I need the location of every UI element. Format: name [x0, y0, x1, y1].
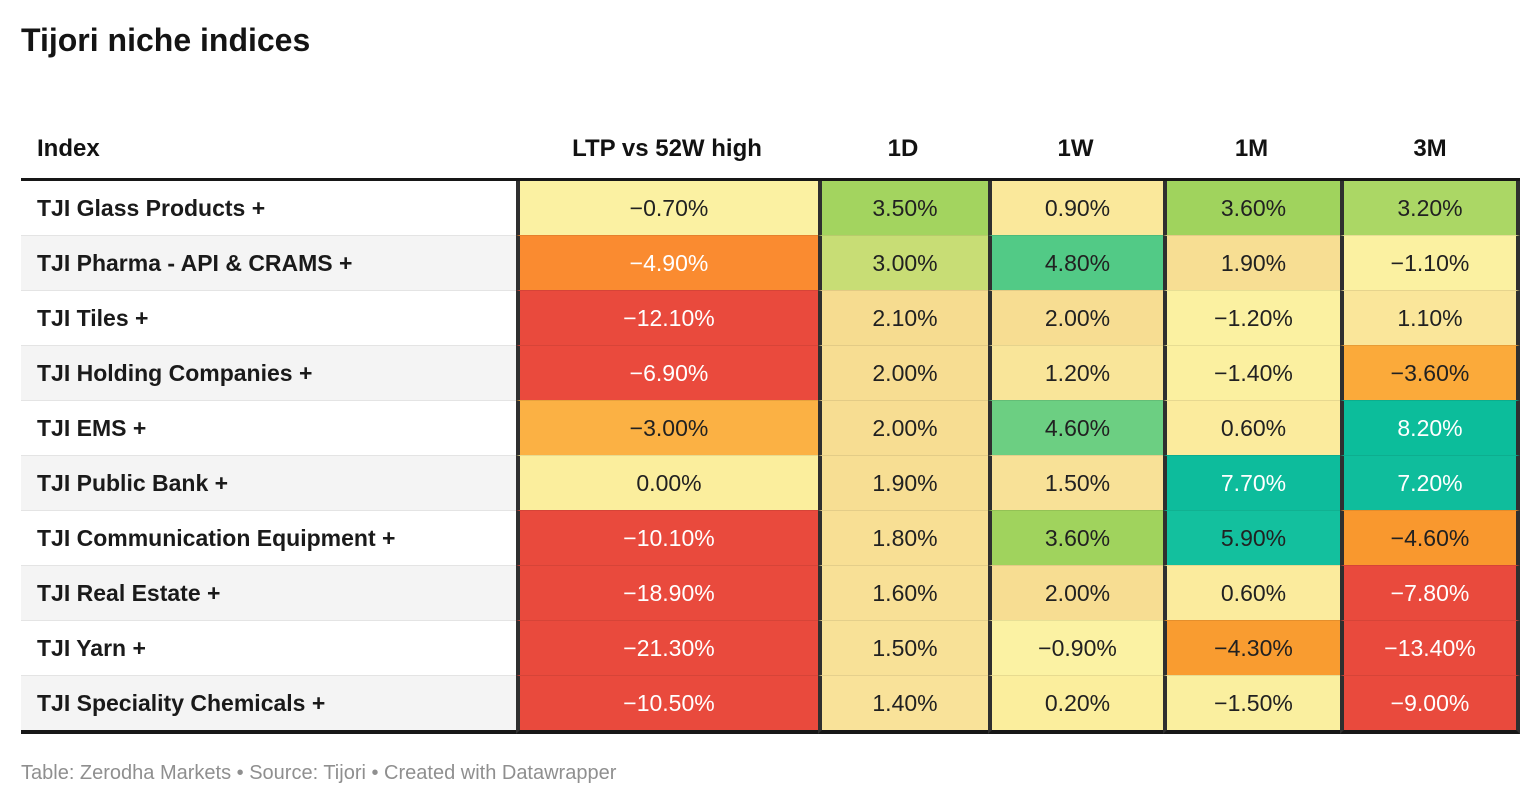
value-cell: −0.70%	[516, 181, 818, 235]
table-header: Index LTP vs 52W high 1D 1W 1M 3M	[21, 120, 1520, 181]
value-cell: −7.80%	[1340, 565, 1520, 620]
value-cell: 4.60%	[988, 400, 1163, 455]
value-cell: 2.00%	[988, 290, 1163, 345]
value-cell: 3.20%	[1340, 181, 1520, 235]
value-cell: 2.10%	[818, 290, 988, 345]
row-label: TJI Pharma - API & CRAMS +	[21, 235, 516, 290]
value-cell: −1.40%	[1163, 345, 1340, 400]
value-cell: 3.00%	[818, 235, 988, 290]
row-label: TJI Real Estate +	[21, 565, 516, 620]
attribution-line: Table: Zerodha Markets • Source: Tijori …	[21, 762, 617, 784]
value-cell: −12.10%	[516, 290, 818, 345]
value-cell: −1.20%	[1163, 290, 1340, 345]
value-cell: 1.90%	[1163, 235, 1340, 290]
value-cell: −4.90%	[516, 235, 818, 290]
header-row: Index LTP vs 52W high 1D 1W 1M 3M	[21, 120, 1520, 181]
row-label: TJI Holding Companies +	[21, 345, 516, 400]
value-cell: −3.60%	[1340, 345, 1520, 400]
value-cell: −9.00%	[1340, 675, 1520, 734]
value-cell: 1.40%	[818, 675, 988, 734]
value-cell: 1.50%	[988, 455, 1163, 510]
value-cell: 2.00%	[818, 400, 988, 455]
value-cell: 0.90%	[988, 181, 1163, 235]
value-cell: −10.10%	[516, 510, 818, 565]
indices-table: Index LTP vs 52W high 1D 1W 1M 3M TJI Gl…	[21, 120, 1520, 734]
table-row: TJI Communication Equipment + −10.10% 1.80…	[21, 510, 1520, 565]
value-cell: 0.20%	[988, 675, 1163, 734]
value-cell: −18.90%	[516, 565, 818, 620]
value-cell: −1.50%	[1163, 675, 1340, 734]
value-cell: −4.30%	[1163, 620, 1340, 675]
value-cell: 2.00%	[988, 565, 1163, 620]
column-header-1m: 1M	[1163, 120, 1340, 181]
table-row: TJI EMS + −3.00% 2.00% 4.60% 0.60% 8.20%	[21, 400, 1520, 455]
column-header-index: Index	[21, 120, 516, 181]
value-cell: 4.80%	[988, 235, 1163, 290]
value-cell: 3.50%	[818, 181, 988, 235]
table-row: TJI Real Estate + −18.90% 1.60% 2.00% 0.60% −…	[21, 565, 1520, 620]
row-label: TJI Public Bank +	[21, 455, 516, 510]
value-cell: 1.10%	[1340, 290, 1520, 345]
column-header-3m: 3M	[1340, 120, 1520, 181]
table-body: TJI Glass Products + −0.70% 3.50% 0.90% 3.60…	[21, 181, 1520, 734]
table-row: TJI Yarn + −21.30% 1.50% −0.90% −4.30% −13.40…	[21, 620, 1520, 675]
table-row: TJI Pharma - API & CRAMS + −4.90% 3.00% 4.8…	[21, 235, 1520, 290]
table-row: TJI Public Bank +0.00% 1.90% 1.50% 7.70% 7.2…	[21, 455, 1520, 510]
value-cell: 8.20%	[1340, 400, 1520, 455]
value-cell: 1.60%	[818, 565, 988, 620]
column-header-ltp-vs-52w-high: LTP vs 52W high	[516, 120, 818, 181]
table-row: TJI Tiles + −12.10% 2.10% 2.00% −1.20% 1.10%	[21, 290, 1520, 345]
value-cell: 1.50%	[818, 620, 988, 675]
chart-title: Tijori niche indices	[21, 22, 311, 58]
column-header-1d: 1D	[818, 120, 988, 181]
value-cell: −4.60%	[1340, 510, 1520, 565]
row-label: TJI Yarn +	[21, 620, 516, 675]
value-cell: 1.80%	[818, 510, 988, 565]
value-cell: 2.00%	[818, 345, 988, 400]
value-cell: −0.90%	[988, 620, 1163, 675]
value-cell: 3.60%	[1163, 181, 1340, 235]
value-cell: 7.70%	[1163, 455, 1340, 510]
value-cell: −6.90%	[516, 345, 818, 400]
value-cell: −1.10%	[1340, 235, 1520, 290]
value-cell: 0.60%	[1163, 565, 1340, 620]
table-row: TJI Glass Products + −0.70% 3.50% 0.90% 3.60…	[21, 181, 1520, 235]
value-cell: 1.20%	[988, 345, 1163, 400]
row-label: TJI Tiles +	[21, 290, 516, 345]
value-cell: 5.90%	[1163, 510, 1340, 565]
value-cell: −3.00%	[516, 400, 818, 455]
value-cell: −13.40%	[1340, 620, 1520, 675]
value-cell: 0.60%	[1163, 400, 1340, 455]
value-cell: −10.50%	[516, 675, 818, 734]
row-label: TJI Glass Products +	[21, 181, 516, 235]
column-header-1w: 1W	[988, 120, 1163, 181]
value-cell: 1.90%	[818, 455, 988, 510]
row-label: TJI Communication Equipment +	[21, 510, 516, 565]
value-cell: 0.00%	[516, 455, 818, 510]
value-cell: −21.30%	[516, 620, 818, 675]
table-row: TJI Holding Companies + −6.90% 2.00% 1.20% −…	[21, 345, 1520, 400]
table-row: TJI Speciality Chemicals + −10.50% 1.40% 0.…	[21, 675, 1520, 734]
row-label: TJI EMS +	[21, 400, 516, 455]
value-cell: 3.60%	[988, 510, 1163, 565]
value-cell: 7.20%	[1340, 455, 1520, 510]
row-label: TJI Speciality Chemicals +	[21, 675, 516, 734]
